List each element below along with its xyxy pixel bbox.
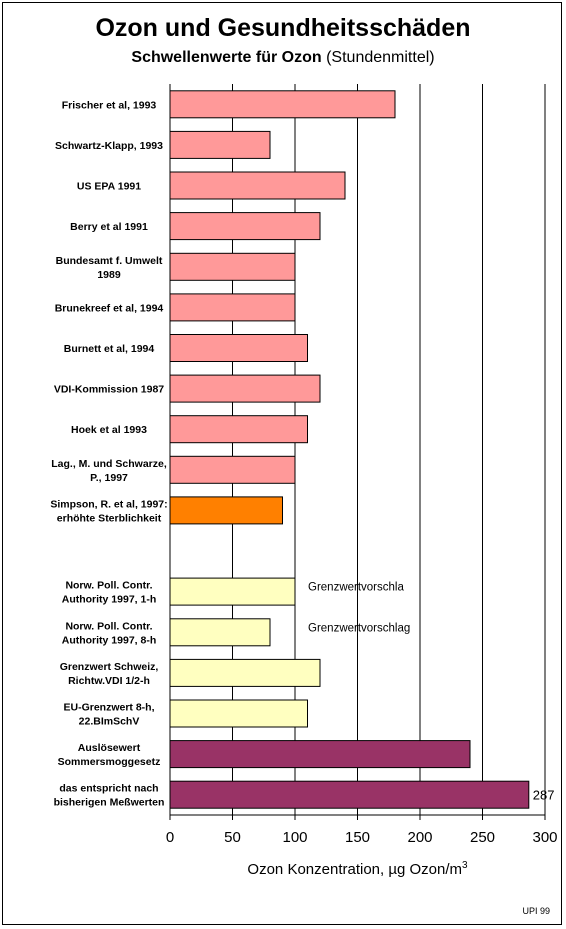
x-tick-label: 0	[166, 829, 174, 846]
bar	[169, 740, 471, 769]
bar	[169, 780, 530, 809]
value-label: 287	[533, 788, 555, 803]
annotation-label: Grenzwertvorschla	[308, 582, 404, 594]
bar	[169, 699, 308, 728]
bar	[169, 455, 296, 484]
category-label: VDI-Kommission 1987	[54, 384, 164, 396]
bar	[169, 293, 296, 322]
bar	[169, 90, 396, 119]
x-tick-label: 300	[532, 829, 557, 846]
x-tick-label: 50	[224, 829, 241, 846]
category-label: Hoek et al 1993	[71, 424, 147, 436]
category-label: Frischer et al, 1993	[62, 99, 157, 111]
annotation-label: Grenzwertvorschlag	[308, 622, 410, 634]
category-label: Burnett et al, 1994	[64, 343, 155, 355]
x-tick-label: 200	[407, 829, 432, 846]
bar	[169, 374, 321, 403]
category-label: Simpson, R. et al, 1997:	[50, 498, 167, 510]
subtitle-main: Schwellenwerte für Ozon	[131, 49, 322, 66]
x-axis-title: Ozon Konzentration, µg Ozon/m3	[170, 860, 545, 878]
category-label: Grenzwert Schweiz,	[60, 661, 159, 673]
category-label: Brunekreef et al, 1994	[55, 302, 164, 314]
category-label: Authority 1997, 1-h	[62, 594, 157, 606]
category-label: Norw. Poll. Contr.	[65, 620, 152, 632]
category-label: 1989	[97, 269, 121, 281]
category-label: Norw. Poll. Contr.	[65, 580, 152, 592]
category-label: P., 1997	[90, 472, 128, 484]
chart-title: Ozon und Gesundheitsschäden	[95, 14, 471, 42]
bar	[169, 577, 296, 606]
x-axis-title-text: Ozon Konzentration, µg Ozon/m	[247, 861, 463, 878]
bar	[169, 171, 346, 200]
bar	[169, 618, 271, 647]
category-label: bisherigen Meßwerten	[54, 797, 165, 809]
bar	[169, 252, 296, 281]
category-label: Bundesamt f. Umwelt	[56, 255, 163, 267]
category-label: Schwartz-Klapp, 1993	[55, 140, 163, 152]
category-label: das entspricht nach	[59, 783, 158, 795]
bar	[169, 334, 308, 362]
category-label: Sommersmoggesetz	[58, 756, 161, 768]
bar	[169, 658, 321, 687]
chart-subtitle: Schwellenwerte für Ozon (Stundenmittel)	[0, 49, 566, 67]
x-tick-label: 150	[345, 829, 370, 846]
category-label: Authority 1997, 8-h	[62, 634, 157, 646]
bar	[169, 212, 321, 241]
bar	[169, 130, 271, 159]
x-tick-label: 100	[282, 829, 307, 846]
category-label: Lag., M. und Schwarze,	[51, 458, 167, 470]
category-label: Auslösewert	[78, 742, 141, 754]
category-label: Berry et al 1991	[70, 221, 148, 233]
x-axis-title-superscript: 3	[462, 860, 468, 871]
category-label: Richtw.VDI 1/2-h	[68, 675, 150, 687]
category-label: US EPA 1991	[77, 181, 141, 193]
x-tick-label: 250	[470, 829, 495, 846]
bar	[169, 496, 283, 525]
category-label: 22.BImSchV	[79, 716, 140, 728]
subtitle-note: (Stundenmittel)	[321, 49, 435, 66]
category-label: erhöhte Sterblichkeit	[57, 512, 162, 524]
credit-label: UPI 99	[522, 906, 550, 916]
category-label: EU-Grenzwert 8-h,	[63, 702, 154, 714]
bar	[169, 415, 308, 444]
